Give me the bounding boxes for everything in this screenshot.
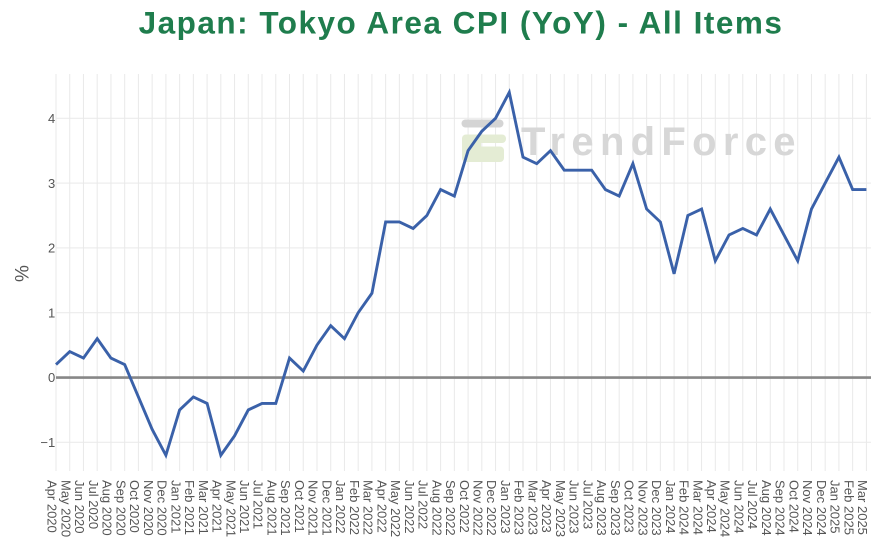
svg-text:Oct 2023: Oct 2023 <box>622 480 637 533</box>
svg-text:%: % <box>13 265 34 282</box>
svg-text:May 2022: May 2022 <box>388 480 403 537</box>
svg-text:Apr 2024: Apr 2024 <box>704 480 719 533</box>
svg-text:Mar 2021: Mar 2021 <box>196 480 211 535</box>
svg-text:May 2024: May 2024 <box>718 480 733 537</box>
svg-text:Dec 2021: Dec 2021 <box>319 480 334 536</box>
svg-text:May 2021: May 2021 <box>223 480 238 537</box>
svg-text:Mar 2025: Mar 2025 <box>855 480 870 535</box>
svg-text:3: 3 <box>48 176 55 191</box>
svg-text:Aug 2022: Aug 2022 <box>429 480 444 536</box>
svg-text:Sep 2021: Sep 2021 <box>278 480 293 536</box>
svg-text:Jul 2023: Jul 2023 <box>580 480 595 529</box>
svg-text:Dec 2023: Dec 2023 <box>649 480 664 536</box>
svg-text:Jan 2024: Jan 2024 <box>663 480 678 534</box>
svg-text:4: 4 <box>48 111 55 126</box>
svg-text:Mar 2023: Mar 2023 <box>525 480 540 535</box>
svg-text:Jan 2021: Jan 2021 <box>168 480 183 534</box>
svg-text:Nov 2020: Nov 2020 <box>141 480 156 536</box>
svg-text:Jan 2022: Jan 2022 <box>333 480 348 534</box>
svg-text:Jan 2025: Jan 2025 <box>828 480 843 534</box>
svg-text:TrendForce: TrendForce <box>521 120 802 164</box>
svg-text:Nov 2022: Nov 2022 <box>471 480 486 536</box>
svg-text:Nov 2021: Nov 2021 <box>306 480 321 536</box>
svg-text:Oct 2022: Oct 2022 <box>457 480 472 533</box>
svg-text:Mar 2022: Mar 2022 <box>361 480 376 535</box>
svg-text:Aug 2023: Aug 2023 <box>594 480 609 536</box>
svg-text:Dec 2020: Dec 2020 <box>155 480 170 536</box>
svg-text:Oct 2020: Oct 2020 <box>127 480 142 533</box>
svg-text:Jul 2022: Jul 2022 <box>416 480 431 529</box>
svg-text:Jul 2021: Jul 2021 <box>251 480 266 529</box>
svg-text:May 2020: May 2020 <box>58 480 73 537</box>
svg-text:Aug 2024: Aug 2024 <box>759 480 774 536</box>
svg-text:Jun 2024: Jun 2024 <box>731 480 746 534</box>
svg-text:Sep 2022: Sep 2022 <box>443 480 458 536</box>
svg-text:Sep 2024: Sep 2024 <box>773 480 788 536</box>
svg-text:Apr 2022: Apr 2022 <box>374 480 389 533</box>
svg-text:Sep 2020: Sep 2020 <box>113 480 128 536</box>
svg-text:Aug 2020: Aug 2020 <box>100 480 115 536</box>
svg-text:Jun 2021: Jun 2021 <box>237 480 252 534</box>
svg-text:Nov 2023: Nov 2023 <box>635 480 650 536</box>
svg-text:Dec 2022: Dec 2022 <box>484 480 499 536</box>
svg-text:Oct 2024: Oct 2024 <box>786 480 801 533</box>
svg-text:Apr 2023: Apr 2023 <box>539 480 554 533</box>
svg-text:Jun 2020: Jun 2020 <box>72 480 87 534</box>
svg-text:Jan 2023: Jan 2023 <box>498 480 513 534</box>
svg-text:Feb 2022: Feb 2022 <box>347 480 362 535</box>
svg-text:2: 2 <box>48 241 55 256</box>
svg-text:Jul 2020: Jul 2020 <box>86 480 101 529</box>
svg-text:Mar 2024: Mar 2024 <box>690 480 705 535</box>
svg-text:Feb 2024: Feb 2024 <box>677 480 692 535</box>
svg-text:Nov 2024: Nov 2024 <box>800 480 815 536</box>
svg-text:Dec 2024: Dec 2024 <box>814 480 829 536</box>
svg-text:Feb 2021: Feb 2021 <box>182 480 197 535</box>
svg-text:Jul 2024: Jul 2024 <box>745 480 760 529</box>
svg-text:1: 1 <box>48 305 55 320</box>
svg-text:Apr 2020: Apr 2020 <box>45 480 60 533</box>
svg-text:May 2023: May 2023 <box>553 480 568 537</box>
svg-text:Feb 2023: Feb 2023 <box>512 480 527 535</box>
svg-text:Sep 2023: Sep 2023 <box>608 480 623 536</box>
svg-text:Oct 2021: Oct 2021 <box>292 480 307 533</box>
svg-text:−1: −1 <box>40 435 55 450</box>
svg-text:0: 0 <box>48 370 55 385</box>
svg-text:Apr 2021: Apr 2021 <box>210 480 225 533</box>
svg-text:Jun 2022: Jun 2022 <box>402 480 417 534</box>
svg-text:Feb 2025: Feb 2025 <box>841 480 856 535</box>
svg-text:Jun 2023: Jun 2023 <box>567 480 582 534</box>
svg-text:Japan: Tokyo Area CPI (YoY) -: Japan: Tokyo Area CPI (YoY) - All Items <box>139 5 784 41</box>
svg-text:Aug 2021: Aug 2021 <box>264 480 279 536</box>
